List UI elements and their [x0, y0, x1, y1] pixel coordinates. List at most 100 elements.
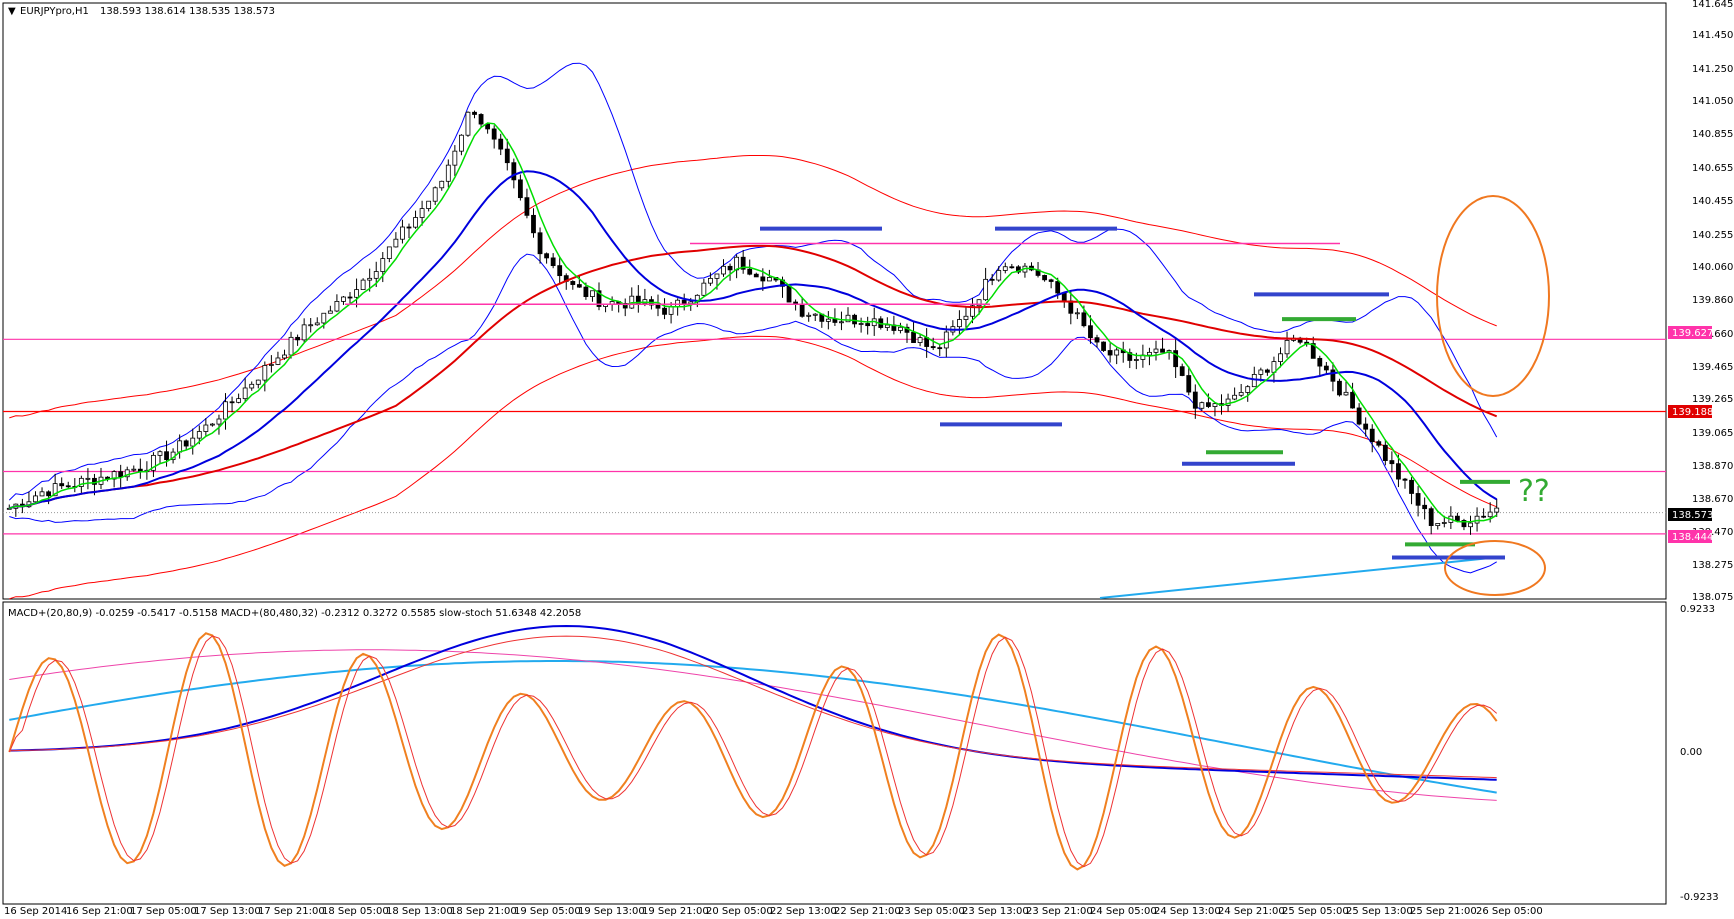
- price-tick: 139.065: [1692, 428, 1733, 439]
- candle-body: [635, 295, 641, 304]
- time-tick: 25 Sep 13:00: [1346, 906, 1413, 917]
- candle-body: [1127, 352, 1133, 361]
- candle-body: [282, 354, 287, 359]
- candle-body: [1238, 392, 1244, 396]
- candle-body: [1487, 511, 1493, 518]
- candle-body: [622, 303, 628, 309]
- time-axis: 16 Sep 2014 16 Sep 21:00 17 Sep 05:00 17…: [4, 906, 1543, 917]
- candle-body: [1186, 375, 1192, 393]
- candle-body: [976, 299, 982, 307]
- symbol-triangle-icon[interactable]: ▼: [8, 6, 16, 17]
- candle-body: [1461, 520, 1467, 528]
- indicator-tick: 0.9233: [1680, 604, 1715, 615]
- macd-signal-slow-line: [9, 649, 1497, 801]
- indicator-plot[interactable]: [8, 624, 1498, 871]
- candle-body: [432, 187, 438, 202]
- candle-body: [1192, 391, 1198, 409]
- time-tick: 18 Sep 13:00: [386, 906, 453, 917]
- price-tick: 140.255: [1692, 230, 1733, 241]
- candle-body: [1101, 341, 1106, 351]
- candle-body: [452, 150, 458, 166]
- candle-body: [465, 111, 471, 136]
- candle-body: [216, 418, 222, 425]
- bollinger-lower-line: [9, 253, 1497, 574]
- candle-body: [1094, 337, 1100, 343]
- candle-body: [1199, 402, 1205, 409]
- candle-body: [321, 312, 327, 324]
- candle-body: [367, 277, 373, 281]
- price-tick: 140.855: [1692, 129, 1733, 140]
- indicator-tick: 0.00: [1680, 747, 1702, 758]
- question-mark-annotation: ??: [1518, 474, 1550, 509]
- candle-body: [1422, 504, 1428, 510]
- time-tick: 19 Sep 13:00: [578, 906, 645, 917]
- indicator-frame: [2, 601, 1667, 905]
- candle-body: [288, 336, 294, 356]
- candle-body: [478, 114, 484, 125]
- time-tick: 23 Sep 13:00: [962, 906, 1029, 917]
- price-tick: 138.275: [1692, 560, 1733, 571]
- candle-body: [1409, 479, 1414, 494]
- candle-body: [845, 314, 851, 323]
- candle-body: [708, 277, 713, 284]
- candle-body: [124, 469, 130, 478]
- price-tag: 139.188: [1672, 407, 1713, 418]
- candle-body: [996, 270, 1002, 281]
- price-axis: 141.645 141.450 141.250 141.050 140.855 …: [1692, 0, 1733, 603]
- candle-body: [1435, 523, 1441, 526]
- candle-body: [151, 454, 156, 471]
- price-plot[interactable]: [3, 62, 1666, 600]
- time-tick: 16 Sep 2014: [4, 906, 67, 917]
- candle-body: [65, 485, 71, 488]
- candle-body: [46, 491, 51, 497]
- candle-body: [917, 337, 923, 343]
- candle-body: [236, 398, 242, 403]
- candle-body: [1068, 300, 1074, 314]
- price-tick: 141.645: [1692, 0, 1733, 10]
- time-tick: 20 Sep 05:00: [706, 906, 773, 917]
- candle-body: [262, 365, 268, 381]
- candle-body: [1376, 441, 1382, 446]
- ma-mid-line: [8, 170, 1498, 510]
- time-tick: 16 Sep 21:00: [66, 906, 133, 917]
- candle-body: [537, 232, 543, 255]
- price-tick: 139.265: [1692, 394, 1733, 405]
- bollinger-upper-line: [8, 62, 1498, 501]
- candle-body: [1264, 369, 1270, 373]
- candle-body: [681, 299, 687, 305]
- candle-body: [1396, 463, 1401, 480]
- candle-body: [806, 314, 812, 317]
- price-tick: 139.660: [1692, 329, 1733, 340]
- candle-body: [52, 483, 58, 497]
- candle-body: [799, 303, 805, 317]
- candle-body: [1428, 508, 1434, 526]
- price-tag: 138.573: [1672, 510, 1713, 521]
- price-tag-bg: [1668, 405, 1712, 418]
- candle-body: [1206, 402, 1211, 407]
- candle-body: [1258, 369, 1264, 375]
- price-tag-bg: [1668, 530, 1712, 543]
- candle-body: [1251, 374, 1257, 388]
- candle-body: [1284, 339, 1290, 355]
- candle-body: [413, 217, 418, 228]
- candle-body: [1061, 292, 1067, 302]
- time-tick: 25 Sep 21:00: [1410, 906, 1477, 917]
- candle-body: [459, 134, 464, 152]
- price-tick: 139.860: [1692, 295, 1733, 306]
- candle-body: [898, 326, 903, 331]
- time-tick: 17 Sep 13:00: [194, 906, 261, 917]
- time-tick: 18 Sep 21:00: [450, 906, 517, 917]
- candle-body: [943, 331, 949, 349]
- highlight-circle: [1436, 195, 1550, 397]
- candle-body: [688, 301, 694, 305]
- candle-body: [766, 277, 772, 282]
- candle-body: [583, 286, 589, 297]
- candle-body: [747, 268, 753, 275]
- candle-body: [1002, 266, 1008, 271]
- candle-body: [727, 265, 733, 271]
- candle-body: [865, 323, 871, 327]
- candle-body: [400, 226, 405, 240]
- candle-body: [1160, 348, 1165, 353]
- price-tick: 140.060: [1692, 262, 1733, 273]
